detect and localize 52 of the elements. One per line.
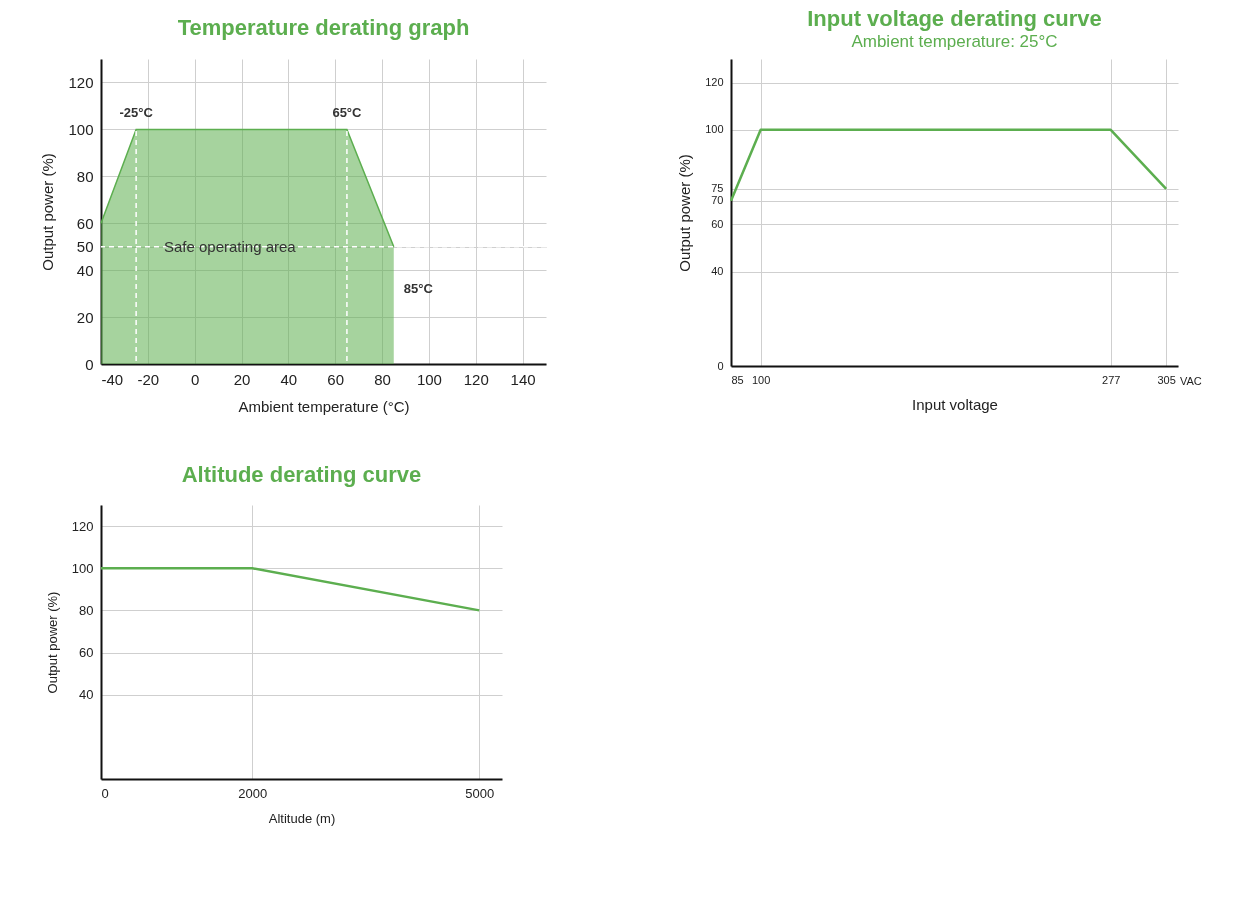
- y-tick-label: 0: [85, 355, 94, 373]
- x-axis-title: Input voltage: [912, 395, 998, 413]
- annotation: -25°C: [119, 104, 154, 120]
- chart-title: Input voltage derating curve: [807, 6, 1102, 31]
- annotation: 65°C: [332, 104, 363, 120]
- x-tick-label: 85: [731, 373, 744, 386]
- y-tick-label: 80: [79, 602, 94, 618]
- y-axis-title: Output power (%): [44, 591, 60, 694]
- annotation: 85°C: [403, 280, 434, 296]
- y-axis-title: Output power (%): [676, 154, 694, 272]
- chart-title: Altitude derating curve: [181, 462, 422, 487]
- y-tick-label: 40: [79, 687, 94, 703]
- y-tick-label: 60: [76, 214, 94, 232]
- y-tick-label: 20: [76, 308, 94, 326]
- x-tick-label: 60: [327, 370, 345, 388]
- x-tick-label: 0: [101, 785, 109, 801]
- y-tick-label: 120: [68, 73, 94, 91]
- chart-subtitle: Ambient temperature: 25°C: [851, 32, 1058, 51]
- y-tick-label: 40: [76, 261, 94, 279]
- x-tick-label: 277: [1102, 373, 1121, 386]
- y-tick-label: 60: [711, 217, 724, 230]
- y-tick-label: 100: [705, 123, 724, 136]
- y-tick-label: 75: [711, 182, 724, 195]
- x-tick-label: 100: [751, 373, 771, 386]
- x-tick-label: -20: [137, 370, 160, 388]
- y-tick-label: 60: [79, 645, 94, 661]
- y-tick-label: 50: [76, 238, 94, 256]
- x-tick-label: 2000: [238, 785, 268, 801]
- x-tick-label: 0: [191, 370, 200, 388]
- y-tick-label: 100: [71, 560, 94, 576]
- y-tick-label: 40: [711, 265, 724, 278]
- y-tick-label: 120: [705, 76, 724, 89]
- y-tick-label: 80: [76, 167, 94, 185]
- y-tick-label: 0: [717, 359, 724, 372]
- text: VAC: [1180, 375, 1202, 387]
- y-tick-label: 100: [68, 120, 94, 138]
- x-tick-label: 80: [374, 370, 391, 388]
- x-tick-label: 40: [280, 370, 298, 388]
- x-tick-label: 120: [463, 370, 489, 388]
- y-tick-label: 120: [71, 518, 94, 534]
- x-tick-label: 100: [416, 370, 442, 388]
- x-axis-title: Ambient temperature (°C): [238, 397, 410, 415]
- x-tick-label: -40: [101, 370, 124, 388]
- x-tick-label: 140: [510, 370, 536, 388]
- annotation: Safe operating area: [163, 237, 297, 255]
- x-tick-label: 20: [233, 370, 251, 388]
- y-tick-label: 70: [711, 194, 724, 207]
- chart-title: Temperature derating graph: [177, 15, 470, 41]
- x-axis-title: Altitude (m): [268, 810, 336, 826]
- x-tick-label: 5000: [465, 785, 495, 801]
- x-tick-label: 305: [1157, 373, 1176, 386]
- y-axis-title: Output power (%): [39, 153, 57, 271]
